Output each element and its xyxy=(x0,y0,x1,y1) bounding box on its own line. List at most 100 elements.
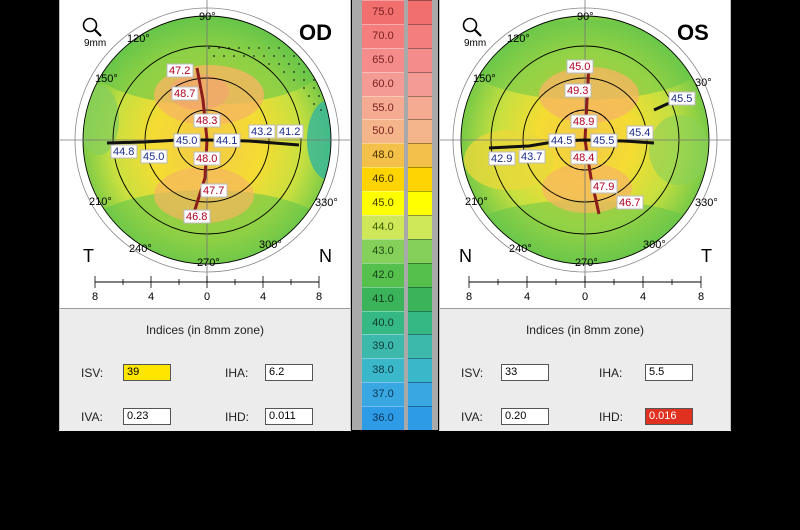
os-blue-value: 45.4 xyxy=(629,127,650,139)
od-angle-330: 330° xyxy=(315,197,338,209)
od-axis-tick: 8 xyxy=(92,291,98,303)
scale-label: 36.0 xyxy=(362,406,404,430)
os-zoom-label: 9mm xyxy=(464,38,487,49)
scale-label: 60.0 xyxy=(362,71,404,96)
os-blue-value: 45.5 xyxy=(671,93,692,105)
od-blue-value: 44.8 xyxy=(113,146,134,158)
scale-label: 43.0 xyxy=(362,238,404,263)
os-red-value: 49.3 xyxy=(567,85,588,97)
od-iva-field: 0.23 xyxy=(123,408,171,425)
od-isv-field: 39 xyxy=(123,364,171,381)
os-eye-label: OS xyxy=(677,20,709,45)
od-ihd-field: 0.011 xyxy=(265,408,313,425)
os-blue-value: 42.9 xyxy=(491,153,512,165)
od-red-value: 46.8 xyxy=(186,211,207,223)
od-blue-value: 45.0 xyxy=(143,151,164,163)
scale-label: 50.0 xyxy=(362,119,404,144)
od-iha-field: 6.2 xyxy=(265,364,313,381)
scale-label: 42.0 xyxy=(362,262,404,287)
od-angle-270: 270° xyxy=(197,257,220,269)
scale-label: 75.0 xyxy=(362,0,404,24)
scale-swatch xyxy=(408,310,432,335)
scale-label: 70.0 xyxy=(362,23,404,48)
scale-swatch xyxy=(408,286,432,311)
od-angle-90: 90° xyxy=(199,11,216,23)
od-angle-240: 240° xyxy=(129,243,152,255)
os-map-svg: 90° 120° 150° 30° 210° 240° 270° 300° 33… xyxy=(439,0,731,303)
od-map-svg: 90° 120° 150° 210° 240° 270° 300° 330° 4… xyxy=(59,0,351,303)
os-ihd-label: IHD: xyxy=(599,410,623,424)
scale-label: 41.0 xyxy=(362,286,404,311)
od-iha-label: IHA: xyxy=(225,366,249,380)
od-red-value: 47.7 xyxy=(203,185,224,197)
os-red-value: 45.0 xyxy=(569,61,590,73)
od-iva-label: IVA: xyxy=(81,410,103,424)
od-axis-tick: 0 xyxy=(204,291,210,303)
os-isv-label: ISV: xyxy=(461,366,484,380)
os-axis-tick: 8 xyxy=(698,291,704,303)
scale-label: 40.0 xyxy=(362,310,404,335)
scale-swatch xyxy=(408,167,432,192)
os-right-letter: T xyxy=(701,246,712,266)
scale-label: 38.0 xyxy=(362,358,404,383)
od-blue-values: 44.8 45.0 45.0 44.1 43.2 41.2 xyxy=(110,124,304,164)
os-axis-tick: 4 xyxy=(524,291,530,303)
od-panel: 90° 120° 150° 210° 240° 270° 300° 330° 4… xyxy=(59,0,351,431)
scale-label: 65.0 xyxy=(362,47,404,72)
od-map: 90° 120° 150° 210° 240° 270° 300° 330° 4… xyxy=(59,0,351,305)
scale-label: 55.0 xyxy=(362,95,404,120)
od-indices-title: Indices (in 8mm zone) xyxy=(145,323,265,337)
scale-swatch xyxy=(408,382,432,407)
od-zoom-label: 9mm xyxy=(84,38,107,49)
os-blue-value: 45.5 xyxy=(593,135,614,147)
od-dot-pattern xyxy=(208,47,322,111)
os-iha-label: IHA: xyxy=(599,366,623,380)
os-axis-tick: 4 xyxy=(640,291,646,303)
os-angle-90: 90° xyxy=(577,11,594,23)
od-axis-tick: 8 xyxy=(316,291,322,303)
os-axis-tick: 0 xyxy=(582,291,588,303)
od-right-letter: N xyxy=(319,246,332,266)
scale-swatch xyxy=(408,238,432,263)
os-angle-330: 330° xyxy=(695,197,718,209)
os-indices: Indices (in 8mm zone) ISV: 33 IHA: 5.5 I… xyxy=(439,308,731,431)
magnifier-icon[interactable] xyxy=(81,16,107,46)
os-iha-field: 5.5 xyxy=(645,364,693,381)
magnifier-icon[interactable] xyxy=(461,16,487,46)
od-blue-value: 43.2 xyxy=(251,126,272,138)
od-angle-120: 120° xyxy=(127,33,150,45)
scale-label: 46.0 xyxy=(362,167,404,192)
os-angle-270: 270° xyxy=(575,257,598,269)
os-iva-label: IVA: xyxy=(461,410,483,424)
os-angle-300: 300° xyxy=(643,239,666,251)
os-ihd-field: 0.016 xyxy=(645,408,693,425)
od-blue-value: 44.1 xyxy=(216,135,237,147)
os-red-value: 48.4 xyxy=(573,152,594,164)
color-scale-bar xyxy=(408,0,432,430)
od-blue-value: 41.2 xyxy=(279,126,300,138)
od-red-value: 48.7 xyxy=(174,88,195,100)
od-angle-300: 300° xyxy=(259,239,282,251)
os-map: 90° 120° 150° 30° 210° 240° 270° 300° 33… xyxy=(439,0,731,305)
od-ihd-label: IHD: xyxy=(225,410,249,424)
scale-label: 44.0 xyxy=(362,215,404,239)
od-red-value: 48.0 xyxy=(196,153,217,165)
scale-swatch xyxy=(408,0,432,24)
scale-swatch xyxy=(408,334,432,359)
od-red-value: 48.3 xyxy=(196,115,217,127)
od-axis-tick: 4 xyxy=(148,291,154,303)
scale-label: 45.0 xyxy=(362,191,404,215)
os-angle-210: 210° xyxy=(465,196,488,208)
scale-swatch xyxy=(408,47,432,72)
scale-swatch xyxy=(408,215,432,239)
os-blue-value: 43.7 xyxy=(521,151,542,163)
scale-label: 39.0 xyxy=(362,334,404,359)
od-red-value: 47.2 xyxy=(169,65,190,77)
os-red-value: 47.9 xyxy=(593,181,614,193)
scale-swatch xyxy=(408,71,432,96)
od-angle-210: 210° xyxy=(89,196,112,208)
scale-label: 37.0 xyxy=(362,382,404,407)
scale-swatch xyxy=(408,358,432,383)
scale-swatch xyxy=(408,262,432,287)
scale-swatch xyxy=(408,119,432,144)
